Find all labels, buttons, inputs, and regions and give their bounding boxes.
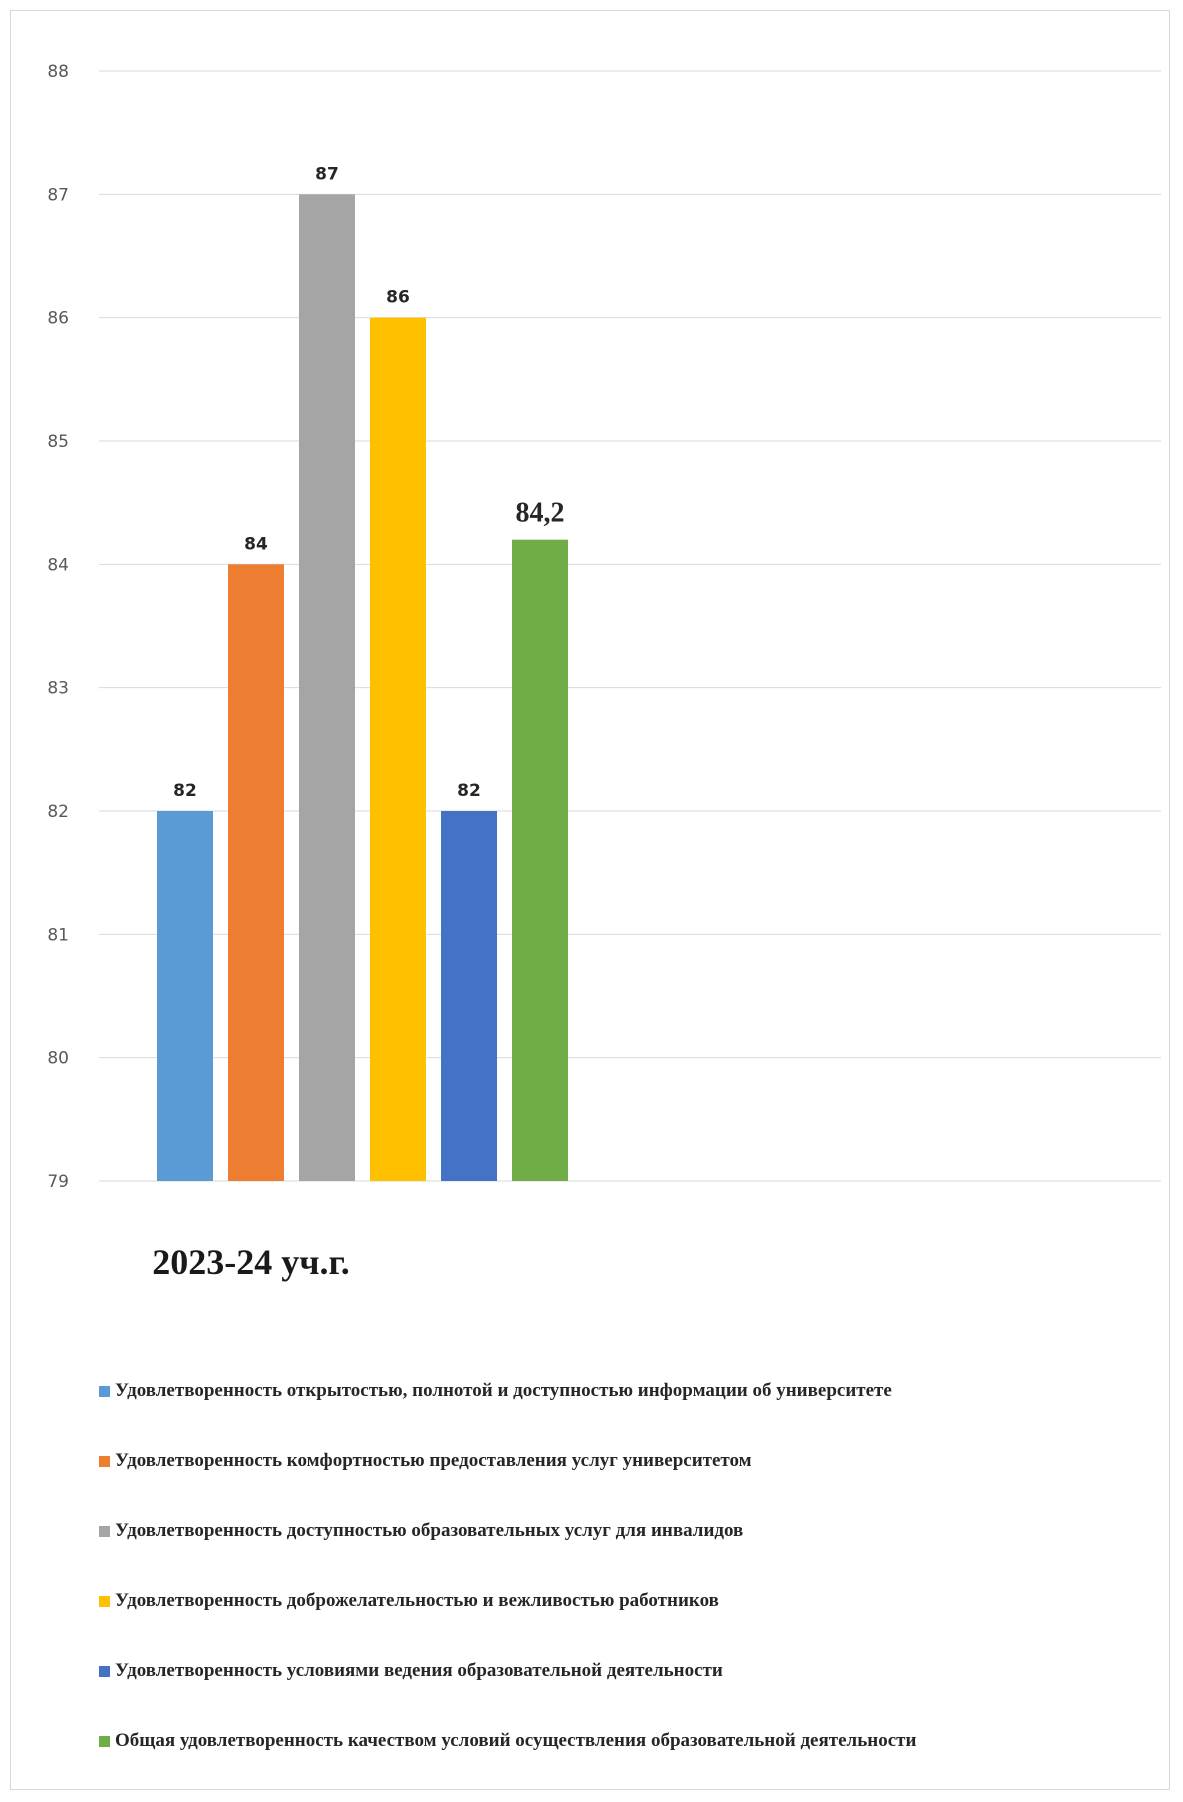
y-tick-label: 87 — [47, 185, 69, 205]
y-tick-label: 84 — [47, 555, 69, 575]
legend-swatch — [99, 1595, 110, 1607]
data-label-series-3: 87 — [315, 164, 339, 184]
legend-item-3: Удовлетворенность доступностью образоват… — [99, 1496, 1159, 1566]
y-tick-label: 88 — [47, 62, 69, 82]
legend-item-6: Общая удовлетворенность качеством услови… — [99, 1706, 1159, 1776]
legend-item-4: Удовлетворенность доброжелательностью и … — [99, 1566, 1159, 1636]
y-tick-label: 80 — [47, 1049, 69, 1069]
bar-series-4 — [370, 317, 426, 1182]
legend-swatch — [99, 1455, 110, 1467]
legend: Удовлетворенность открытостью, полнотой … — [99, 1356, 1159, 1776]
legend-label: Удовлетворенность доброжелательностью и … — [115, 1590, 719, 1611]
y-tick-label: 81 — [47, 925, 69, 945]
legend-item-2: Удовлетворенность комфортностью предоста… — [99, 1426, 1159, 1496]
data-label-series-2: 84 — [244, 534, 268, 554]
data-labels: 82 84 87 86 82 84,2 — [173, 164, 564, 801]
data-label-series-5: 82 — [457, 781, 481, 801]
legend-label: Удовлетворенность доступностью образоват… — [115, 1520, 744, 1541]
legend-swatch — [99, 1525, 110, 1537]
legend-label: Удовлетворенность условиями ведения обра… — [115, 1660, 723, 1681]
bars — [157, 194, 568, 1182]
legend-item-1: Удовлетворенность открытостью, полнотой … — [99, 1356, 1159, 1426]
bar-series-3 — [299, 194, 355, 1182]
y-tick-label: 82 — [47, 802, 69, 822]
bar-series-6 — [512, 539, 568, 1181]
data-label-series-6: 84,2 — [516, 498, 565, 529]
legend-label: Удовлетворенность комфортностью предоста… — [115, 1450, 752, 1471]
data-label-series-4: 86 — [386, 288, 410, 308]
data-label-series-1: 82 — [173, 781, 197, 801]
legend-item-5: Удовлетворенность условиями ведения обра… — [99, 1636, 1159, 1706]
bar-series-1 — [157, 811, 213, 1181]
legend-label: Общая удовлетворенность качеством услови… — [115, 1730, 917, 1751]
category-label: 2023-24 уч.г. — [152, 1242, 350, 1282]
y-tick-label: 79 — [47, 1172, 69, 1192]
y-tick-label: 85 — [47, 432, 69, 452]
plot-area: 79 80 81 82 83 84 85 86 87 88 82 84 87 86 82 84,2 — [47, 62, 1161, 1192]
y-tick-label: 83 — [47, 679, 69, 699]
legend-swatch — [99, 1665, 110, 1677]
bar-series-5 — [441, 811, 497, 1181]
bar-series-2 — [228, 564, 284, 1181]
legend-label: Удовлетворенность открытостью, полнотой … — [115, 1380, 892, 1401]
chart-frame: 79 80 81 82 83 84 85 86 87 88 82 84 87 86 82 84,2 2023… — [10, 10, 1170, 1790]
legend-swatch — [99, 1735, 110, 1747]
y-axis-ticks: 79 80 81 82 83 84 85 86 87 88 — [47, 62, 69, 1192]
legend-swatch — [99, 1385, 110, 1397]
y-tick-label: 86 — [47, 309, 69, 329]
